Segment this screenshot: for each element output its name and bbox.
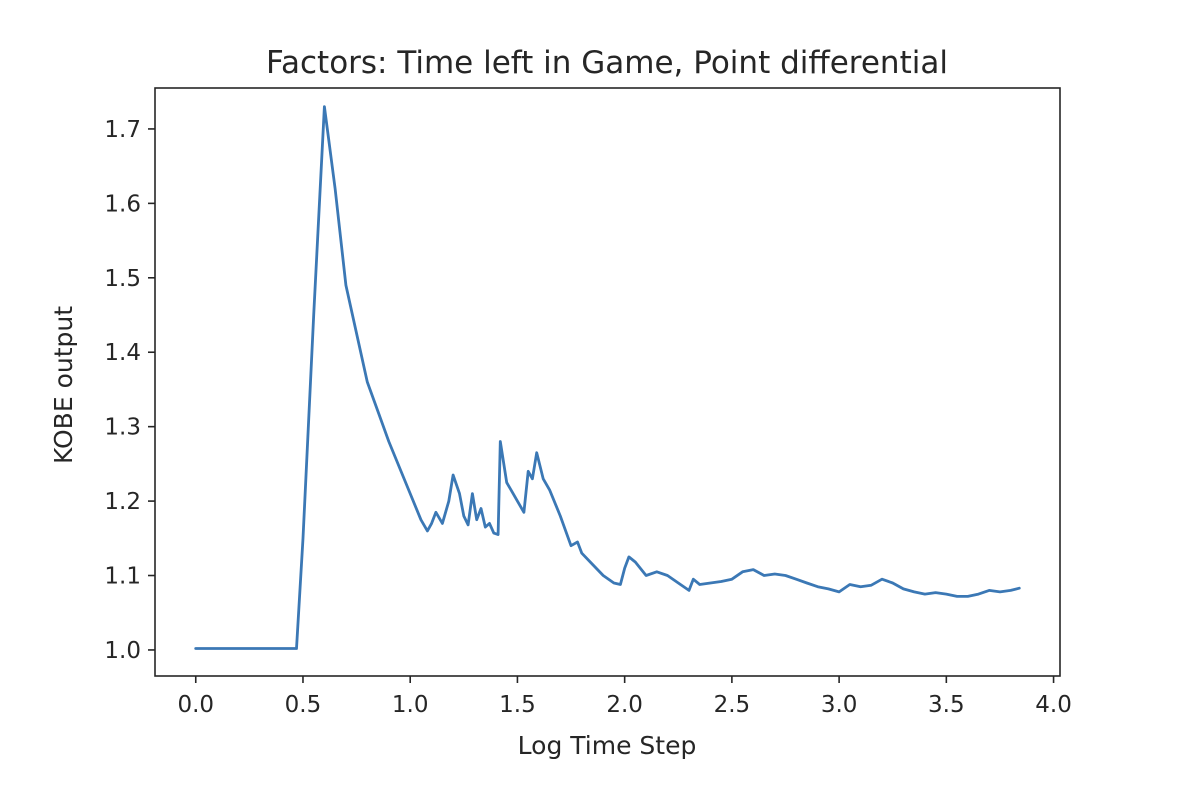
x-tick-label: 2.5 (714, 692, 751, 718)
x-tick-label: 1.5 (499, 692, 536, 718)
x-tick-label: 4.0 (1035, 692, 1072, 718)
y-axis: 1.0 1.1 1.2 1.3 1.4 1.5 1.6 1.7 (104, 117, 155, 664)
y-tick-label: 1.2 (104, 489, 141, 515)
x-tick-label: 2.0 (606, 692, 643, 718)
y-tick-label: 1.5 (104, 266, 141, 292)
y-tick-label: 1.1 (104, 564, 141, 590)
plot-frame (154, 87, 1061, 677)
x-axis-label: Log Time Step (518, 731, 697, 760)
y-tick-label: 1.3 (104, 415, 141, 441)
x-tick-label: 0.0 (177, 692, 214, 718)
y-tick-label: 1.0 (104, 638, 141, 664)
x-tick-label: 3.0 (821, 692, 858, 718)
x-tick-label: 0.5 (285, 692, 322, 718)
x-axis: 0.0 0.5 1.0 1.5 2.0 2.5 3.0 3.5 4.0 (177, 676, 1072, 718)
x-tick-label: 3.5 (928, 692, 965, 718)
y-tick-label: 1.7 (104, 117, 141, 143)
series-line (194, 105, 1021, 650)
y-axis-label: KOBE output (49, 306, 78, 464)
x-tick-label: 1.0 (392, 692, 429, 718)
y-tick-label: 1.4 (104, 340, 141, 366)
y-tick-label: 1.6 (104, 191, 141, 217)
chart-title: Factors: Time left in Game, Point differ… (266, 45, 948, 81)
